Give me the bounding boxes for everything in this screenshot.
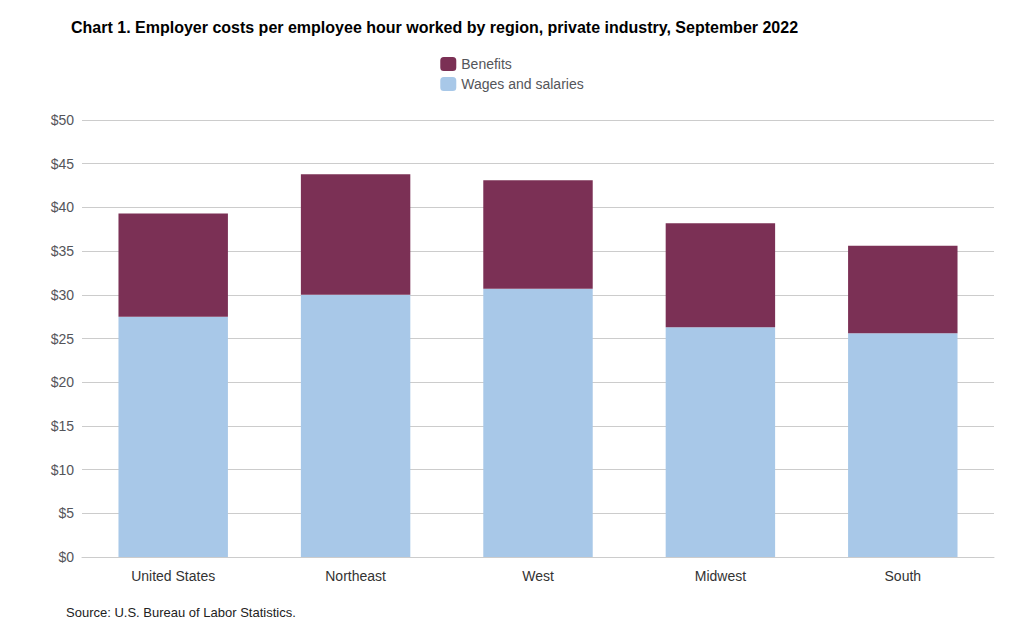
svg-text:$50: $50 <box>51 112 75 128</box>
svg-text:$40: $40 <box>51 199 75 215</box>
svg-text:$15: $15 <box>51 418 75 434</box>
svg-text:Northeast: Northeast <box>325 568 386 584</box>
svg-text:United States: United States <box>131 568 215 584</box>
svg-text:$25: $25 <box>51 331 75 347</box>
svg-text:Midwest: Midwest <box>695 568 746 584</box>
svg-text:$45: $45 <box>51 156 75 172</box>
svg-text:$20: $20 <box>51 374 75 390</box>
svg-text:$0: $0 <box>58 549 74 565</box>
svg-text:$35: $35 <box>51 243 75 259</box>
svg-text:Wages and salaries: Wages and salaries <box>461 76 583 92</box>
svg-text:$10: $10 <box>51 462 75 478</box>
svg-text:$5: $5 <box>58 505 74 521</box>
svg-text:Benefits: Benefits <box>461 56 512 72</box>
svg-text:Chart 1. Employer costs per em: Chart 1. Employer costs per employee hou… <box>71 19 798 36</box>
svg-text:West: West <box>522 568 554 584</box>
svg-text:$30: $30 <box>51 287 75 303</box>
svg-text:South: South <box>885 568 922 584</box>
svg-text:Source: U.S. Bureau of Labor S: Source: U.S. Bureau of Labor Statistics. <box>66 605 296 620</box>
